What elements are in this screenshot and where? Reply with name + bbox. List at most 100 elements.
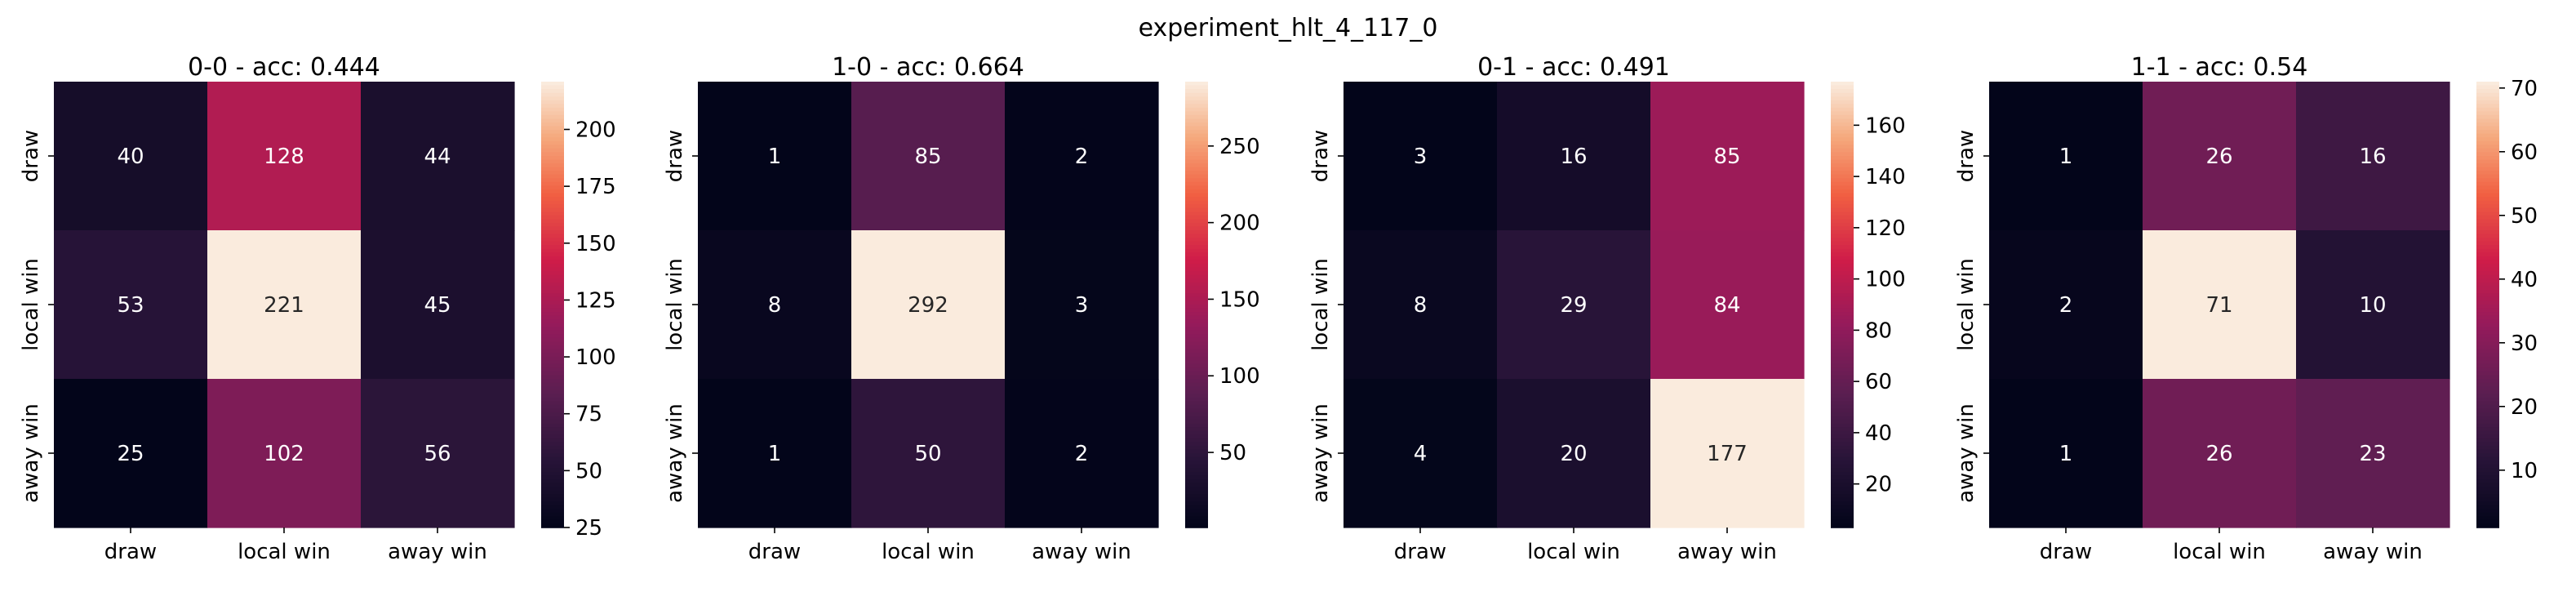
cell-value-label: 84 [1713, 293, 1740, 318]
colorbar-segment [541, 371, 564, 376]
colorbar-segment [541, 363, 564, 369]
colorbar-segment [1831, 215, 1854, 220]
cell-value-label: 128 [264, 145, 304, 169]
colorbar-segment [1831, 122, 1854, 127]
colorbar-segment [1831, 327, 1854, 332]
colorbar-segment [1831, 248, 1854, 254]
colorbar-segment [541, 360, 564, 365]
colorbar-segment [541, 345, 564, 350]
colorbar-segment [1831, 379, 1854, 384]
heatmap-cell [1005, 82, 1159, 231]
colorbar-segment [541, 461, 564, 465]
colorbar-segment [541, 486, 564, 492]
colorbar-segment [1185, 193, 1208, 198]
colorbar-segment [1831, 519, 1854, 525]
colorbar-segment [541, 394, 564, 398]
colorbar-segment [1831, 464, 1854, 469]
colorbar-segment [541, 449, 564, 454]
colorbar-segment [1185, 427, 1208, 432]
heatmap-cell [2143, 379, 2297, 528]
x-tick-label: away win [1677, 540, 1777, 564]
heatmap-cell [1650, 230, 1805, 380]
colorbar-segment [2476, 367, 2499, 372]
heatmap-cell [698, 82, 852, 231]
colorbar-segment [2476, 167, 2499, 171]
colorbar-segment [2476, 156, 2499, 161]
colorbar-segment [541, 278, 564, 283]
heatmap-cell [1650, 82, 1805, 231]
cell-value-label: 23 [2359, 442, 2386, 466]
colorbar-segment [2476, 442, 2499, 447]
colorbar-segment [1831, 230, 1854, 235]
colorbar-segment [2476, 241, 2499, 246]
colorbar-segment [541, 267, 564, 272]
colorbar-segment [1831, 430, 1854, 436]
colorbar-segment [1831, 408, 1854, 413]
colorbar-tick-label: 75 [575, 403, 602, 427]
colorbar-segment [2476, 308, 2499, 313]
colorbar-segment [2476, 323, 2499, 328]
colorbar-tick-label: 120 [1865, 216, 1906, 241]
colorbar-segment [541, 442, 564, 447]
colorbar-segment [1185, 133, 1208, 139]
colorbar-segment [2476, 92, 2499, 97]
cell-value-label: 2 [1075, 442, 1089, 466]
colorbar-segment [541, 519, 564, 525]
colorbar-tick-label: 10 [2511, 459, 2538, 483]
y-tick-label: away win [663, 403, 687, 503]
colorbar-segment [1831, 397, 1854, 403]
colorbar-segment [1831, 394, 1854, 398]
colorbar-segment [2476, 356, 2499, 362]
colorbar-segment [1831, 360, 1854, 365]
colorbar-segment [1831, 345, 1854, 350]
colorbar-segment [1831, 189, 1854, 194]
colorbar-segment [2476, 274, 2499, 279]
colorbar-tick-label: 40 [2511, 268, 2538, 292]
colorbar-segment [1185, 241, 1208, 246]
colorbar-segment [2476, 404, 2499, 410]
colorbar-segment [1185, 319, 1208, 324]
colorbar-segment [1185, 222, 1208, 228]
colorbar-segment [1831, 111, 1854, 116]
colorbar-segment [2476, 456, 2499, 461]
colorbar-segment [1185, 260, 1208, 265]
colorbar-segment [1185, 238, 1208, 243]
colorbar-segment [541, 222, 564, 228]
colorbar-segment [1185, 394, 1208, 398]
colorbar-segment [1185, 475, 1208, 480]
colorbar-segment [2476, 494, 2499, 499]
colorbar-segment [1185, 111, 1208, 116]
colorbar-segment [1185, 286, 1208, 291]
colorbar-segment [1831, 305, 1854, 309]
colorbar-segment [2476, 330, 2499, 336]
colorbar-segment [1185, 397, 1208, 403]
colorbar-tick-label: 70 [2511, 77, 2538, 101]
heatmap-cell [698, 379, 852, 528]
colorbar-segment [1831, 185, 1854, 190]
colorbar-segment [1831, 523, 1854, 528]
colorbar-segment [2476, 312, 2499, 317]
colorbar-segment [1831, 319, 1854, 324]
colorbar-segment [2476, 260, 2499, 265]
colorbar-segment [2476, 234, 2499, 238]
cell-value-label: 40 [117, 145, 144, 169]
colorbar-segment [1831, 152, 1854, 157]
colorbar-segment [541, 133, 564, 139]
colorbar-segment [541, 404, 564, 410]
colorbar-segment [1831, 461, 1854, 465]
colorbar-segment [541, 159, 564, 164]
colorbar-segment [541, 167, 564, 171]
colorbar-segment [1185, 349, 1208, 354]
colorbar-segment [541, 241, 564, 246]
colorbar-segment [541, 289, 564, 295]
colorbar-segment [2476, 353, 2499, 358]
colorbar-segment [541, 256, 564, 261]
y-tick-label: draw [19, 130, 43, 182]
colorbar-segment [1831, 367, 1854, 372]
colorbar-segment [1185, 148, 1208, 154]
colorbar-segment [2476, 475, 2499, 480]
colorbar-segment [541, 356, 564, 362]
colorbar-tick-label: 125 [575, 288, 616, 313]
colorbar-segment [2476, 219, 2499, 224]
heatmap-cell [207, 230, 362, 380]
